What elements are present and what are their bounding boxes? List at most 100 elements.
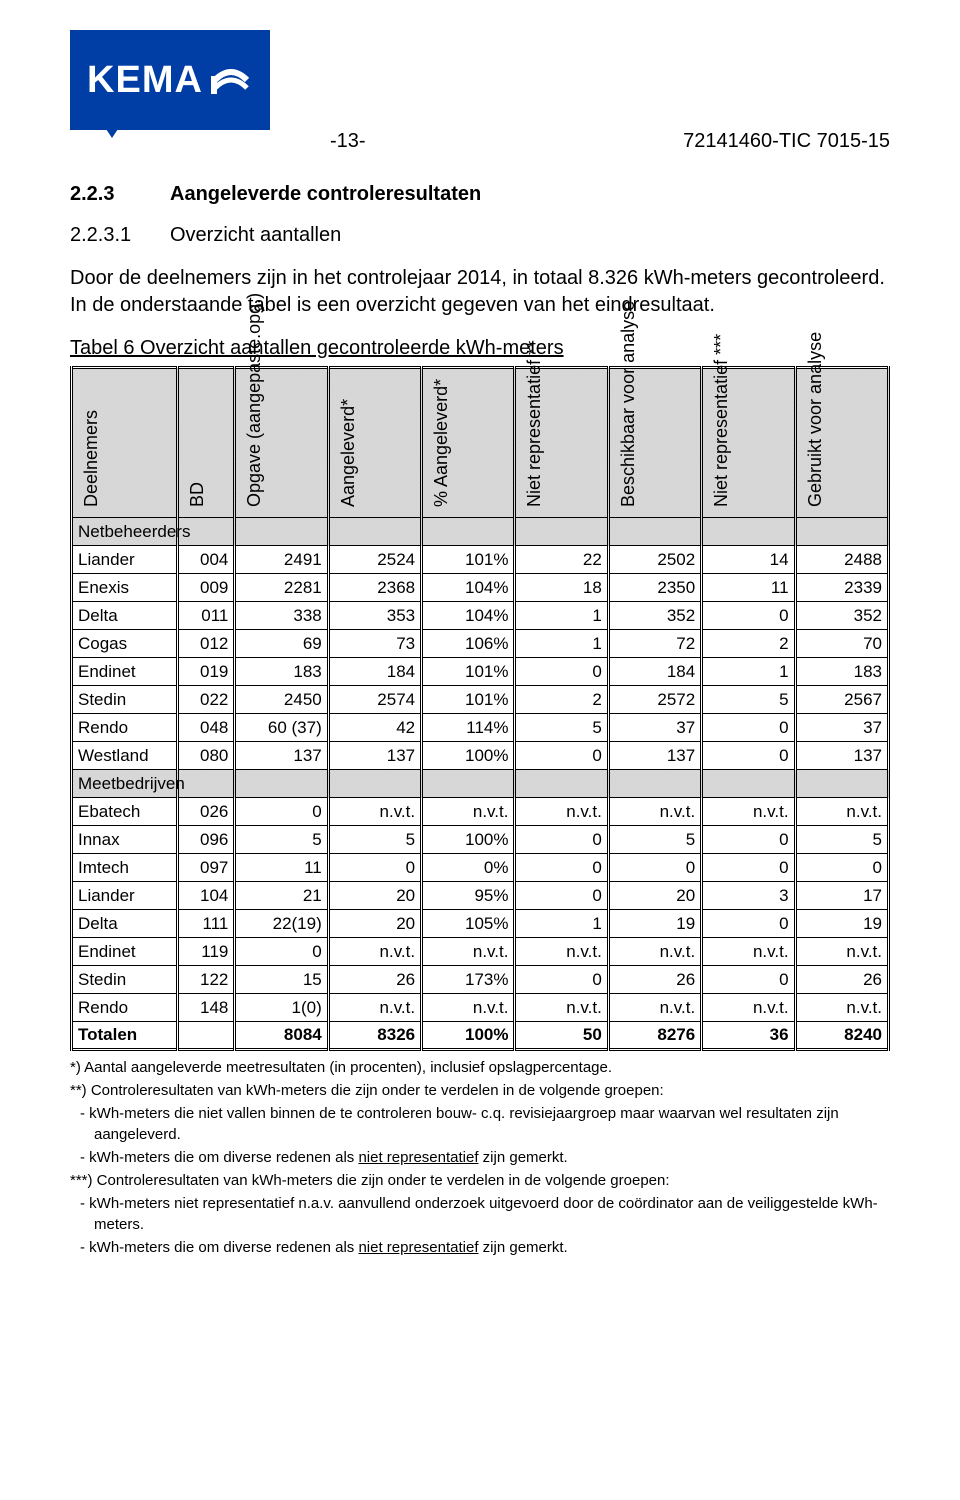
- table-cell: 37: [795, 714, 888, 742]
- column-header: % Aangeleverd*: [422, 368, 515, 518]
- table-cell: 20: [608, 882, 701, 910]
- column-header: Beschikbaar voor analyse: [608, 368, 701, 518]
- intro-paragraph: Door de deelnemers zijn in het controlej…: [70, 265, 890, 319]
- table-cell: 20: [328, 910, 421, 938]
- table-cell: 100%: [422, 742, 515, 770]
- table-cell: n.v.t.: [422, 798, 515, 826]
- table-cell: 105%: [422, 910, 515, 938]
- table-cell: 26: [608, 966, 701, 994]
- table-cell: 22: [515, 546, 608, 574]
- column-header: Aangeleverd*: [328, 368, 421, 518]
- table-row: Delta11122(19)20105%119019: [72, 910, 889, 938]
- table-cell: n.v.t.: [328, 938, 421, 966]
- table-row: Rendo1481(0)n.v.t.n.v.t.n.v.t.n.v.t.n.v.…: [72, 994, 889, 1022]
- table-cell: 0%: [422, 854, 515, 882]
- table-cell: 122: [178, 966, 235, 994]
- table-cell: 2450: [235, 686, 328, 714]
- table-cell: 0: [515, 658, 608, 686]
- data-table: DeelnemersBDOpgave (aangepaste.opg.)Aang…: [70, 366, 890, 1051]
- column-header: Niet representatief **: [515, 368, 608, 518]
- table-cell: 5: [328, 826, 421, 854]
- section-row: Meetbedrijven: [72, 770, 889, 798]
- table-cell: 42: [328, 714, 421, 742]
- footnote-3: ***) Controleresultaten van kWh-meters d…: [70, 1170, 890, 1191]
- column-header: Niet representatief ***: [702, 368, 795, 518]
- table-cell: 26: [795, 966, 888, 994]
- table-cell: 8084: [235, 1022, 328, 1050]
- logo-text: KEMA: [87, 59, 203, 102]
- table-cell: Imtech: [72, 854, 178, 882]
- table-cell: 72: [608, 630, 701, 658]
- table-cell: 048: [178, 714, 235, 742]
- table-cell: 2491: [235, 546, 328, 574]
- logo-area: KEMA: [70, 30, 890, 140]
- section-cell: [608, 770, 701, 798]
- table-cell: 95%: [422, 882, 515, 910]
- section-cell: [235, 518, 328, 546]
- table-cell: Rendo: [72, 994, 178, 1022]
- column-header: Opgave (aangepaste.opg.): [235, 368, 328, 518]
- subsection-number: 2.2.3.1: [70, 224, 170, 247]
- section-cell: [515, 518, 608, 546]
- table-cell: 2524: [328, 546, 421, 574]
- footnote-2b-pre: - kWh-meters die om diverse redenen als: [80, 1149, 358, 1166]
- table-cell: 137: [235, 742, 328, 770]
- table-cell: 22(19): [235, 910, 328, 938]
- table-cell: 19: [795, 910, 888, 938]
- table-cell: 100%: [422, 826, 515, 854]
- section-cell: [795, 770, 888, 798]
- table-cell: 0: [702, 742, 795, 770]
- footnote-2b-post: zijn gemerkt.: [479, 1149, 568, 1166]
- table-cell: 137: [328, 742, 421, 770]
- table-cell: 0: [328, 854, 421, 882]
- section-cell: [702, 518, 795, 546]
- table-cell: 009: [178, 574, 235, 602]
- table-cell: Westland: [72, 742, 178, 770]
- table-cell: Totalen: [72, 1022, 178, 1050]
- section-cell: [422, 770, 515, 798]
- table-cell: n.v.t.: [608, 798, 701, 826]
- table-cell: Delta: [72, 910, 178, 938]
- table-cell: 0: [515, 966, 608, 994]
- table-header-row: DeelnemersBDOpgave (aangepaste.opg.)Aang…: [72, 368, 889, 518]
- table-cell: 21: [235, 882, 328, 910]
- column-header: Gebruikt voor analyse: [795, 368, 888, 518]
- footnote-3b-u: niet representatief: [358, 1239, 478, 1256]
- table-cell: 026: [178, 798, 235, 826]
- table-row: Delta011338353104%13520352: [72, 602, 889, 630]
- table-cell: [178, 1022, 235, 1050]
- table-cell: 2368: [328, 574, 421, 602]
- table-row: Enexis00922812368104%182350112339: [72, 574, 889, 602]
- table-cell: Ebatech: [72, 798, 178, 826]
- table-cell: 353: [328, 602, 421, 630]
- table-cell: 36: [702, 1022, 795, 1050]
- table-cell: 5: [702, 686, 795, 714]
- table-cell: 148: [178, 994, 235, 1022]
- table-cell: 184: [328, 658, 421, 686]
- section-cell: [178, 770, 235, 798]
- table-cell: 2350: [608, 574, 701, 602]
- table-row: Rendo04860 (37)42114%537037: [72, 714, 889, 742]
- table-cell: 5: [235, 826, 328, 854]
- footnote-2a: - kWh-meters die niet vallen binnen de t…: [70, 1103, 890, 1145]
- table-cell: 2574: [328, 686, 421, 714]
- table-cell: 5: [515, 714, 608, 742]
- table-cell: 101%: [422, 658, 515, 686]
- table-cell: 5: [608, 826, 701, 854]
- table-cell: 17: [795, 882, 888, 910]
- table-cell: n.v.t.: [328, 994, 421, 1022]
- table-cell: 104: [178, 882, 235, 910]
- table-cell: 2572: [608, 686, 701, 714]
- table-cell: 137: [608, 742, 701, 770]
- table-row: Liander104212095%020317: [72, 882, 889, 910]
- table-cell: 0: [235, 938, 328, 966]
- table-cell: 184: [608, 658, 701, 686]
- table-cell: n.v.t.: [795, 994, 888, 1022]
- table-cell: n.v.t.: [422, 938, 515, 966]
- section-cell: [608, 518, 701, 546]
- table-cell: 14: [702, 546, 795, 574]
- section-label: Meetbedrijven: [72, 770, 178, 798]
- page: KEMA -13- 72141460-TIC 7015-15 2.2.3 Aan…: [0, 0, 960, 1300]
- table-cell: 18: [515, 574, 608, 602]
- table-cell: n.v.t.: [328, 798, 421, 826]
